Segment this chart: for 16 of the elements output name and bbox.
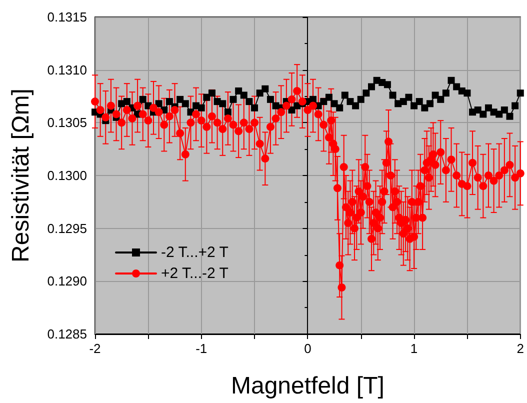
y-tick-label: 0.1305: [47, 115, 87, 130]
x-tick-label: 2: [516, 341, 524, 356]
y-tick-label: 0.1295: [47, 220, 87, 236]
x-tick-label: 0: [304, 341, 312, 356]
x-tick-label: 1: [410, 341, 418, 356]
y-tick-label: 0.1315: [47, 10, 87, 24]
legend-label: +2 T...-2 T: [161, 265, 228, 282]
y-axis-title: Resistivität [Ωm]: [8, 88, 34, 262]
y-tick-label: 0.1310: [47, 62, 87, 78]
y-tick-label: 0.1290: [47, 274, 87, 289]
legend-label: -2 T...+2 T: [161, 244, 228, 261]
x-axis-title: Magnetfeld [T]: [230, 372, 384, 400]
x-tick-label: -1: [196, 341, 208, 356]
y-tick-label: 0.1285: [47, 326, 87, 342]
y-tick-label: 0.1300: [47, 168, 87, 183]
x-tick-label: -2: [89, 341, 101, 356]
